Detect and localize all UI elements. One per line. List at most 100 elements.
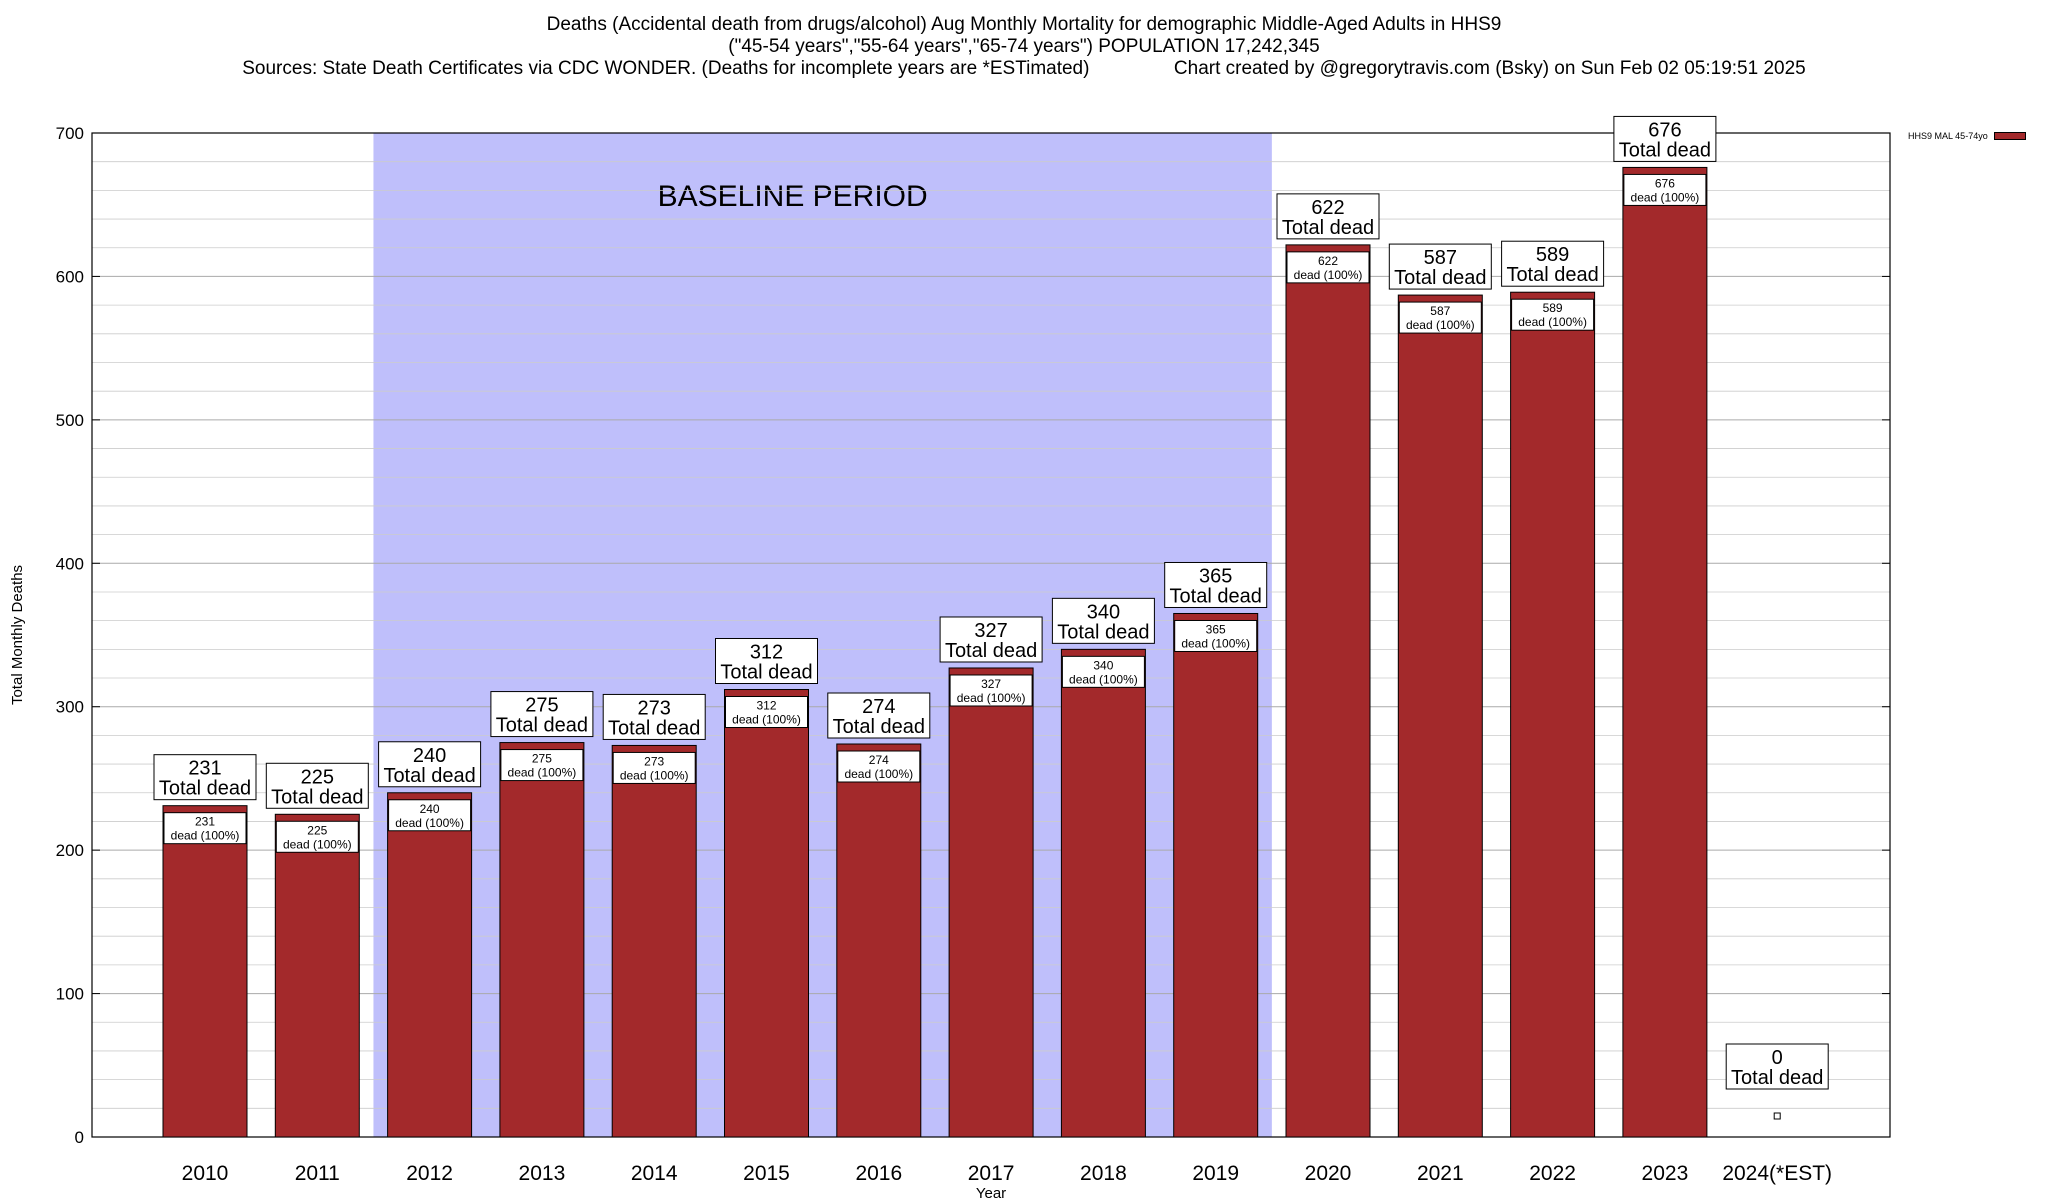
inner-percent-label: dead (100%) (508, 766, 577, 780)
total-label-box (939, 616, 1043, 663)
total-text-label: Total dead (1619, 139, 1711, 161)
bar (162, 805, 248, 1138)
x-axis-label: Year (976, 1185, 1006, 1200)
y-tick-label: 400 (56, 554, 84, 573)
inner-percent-label: dead (100%) (171, 829, 240, 843)
x-tick-label: 2018 (1080, 1162, 1127, 1185)
total-value-label: 589 (1536, 244, 1569, 266)
x-tick-label: 2011 (295, 1162, 340, 1185)
total-text-label: Total dead (159, 778, 251, 800)
total-label-box (1725, 1043, 1829, 1090)
chart-title: Deaths (Accidental death from drugs/alco… (0, 14, 2048, 80)
bar (499, 742, 585, 1138)
baseline-annotation: BASELINE PERIOD (658, 180, 928, 213)
total-value-label: 327 (974, 620, 1007, 642)
title-line-2: ("45-54 years","55-64 years","65-74 year… (728, 36, 1320, 57)
y-tick-label: 0 (75, 1128, 84, 1147)
inner-value-label: 676 (1655, 176, 1675, 190)
inner-label-box (1061, 655, 1145, 688)
total-text-label: Total dead (608, 717, 700, 739)
total-value-label: 274 (862, 696, 895, 718)
bar (1173, 612, 1259, 1138)
inner-value-label: 340 (1093, 658, 1113, 672)
total-label-box (715, 638, 818, 685)
inner-label-box (1511, 298, 1595, 331)
x-tick-label: 2019 (1192, 1162, 1239, 1185)
total-text-label: Total dead (1506, 264, 1598, 286)
inner-value-label: 587 (1430, 304, 1450, 318)
total-value-label: 340 (1087, 601, 1120, 623)
inner-value-label: 589 (1543, 301, 1563, 315)
inner-label-box (612, 751, 696, 784)
title-line-1: Deaths (Accidental death from drugs/alco… (546, 14, 1502, 35)
total-text-label: Total dead (833, 716, 925, 738)
inner-value-label: 274 (869, 753, 889, 767)
total-value-label: 0 (1772, 1047, 1783, 1069)
title-line-3: Sources: State Death Certificates via CD… (242, 58, 1806, 79)
total-text-label: Total dead (1394, 267, 1486, 289)
bar (836, 743, 922, 1138)
inner-value-label: 225 (307, 823, 327, 837)
inner-value-label: 273 (644, 754, 664, 768)
bar (611, 744, 697, 1138)
inner-label-box (837, 750, 921, 783)
total-label-box (378, 741, 482, 788)
y-tick-label: 200 (56, 841, 84, 860)
legend-label: HHS9 MAL 45-74yo (1908, 131, 1988, 141)
x-tick-label: 2013 (519, 1162, 566, 1185)
total-label-box (1501, 240, 1605, 287)
total-text-label: Total dead (496, 715, 588, 737)
x-tick-label: 2010 (182, 1162, 229, 1185)
inner-percent-label: dead (100%) (1069, 672, 1138, 686)
inner-label-box (500, 749, 584, 782)
inner-percent-label: dead (100%) (620, 768, 689, 782)
total-text-label: Total dead (1170, 585, 1262, 607)
x-tick-label: 2020 (1305, 1162, 1352, 1185)
inner-value-label: 312 (756, 699, 776, 713)
inner-percent-label: dead (100%) (1181, 636, 1250, 650)
inner-percent-label: dead (100%) (1518, 315, 1587, 329)
total-value-label: 312 (750, 642, 783, 664)
inner-percent-label: dead (100%) (732, 713, 801, 727)
x-tick-label: 2017 (968, 1162, 1015, 1185)
total-text-label: Total dead (1282, 217, 1374, 239)
inner-label-box (1398, 301, 1482, 334)
inner-percent-label: dead (100%) (1631, 190, 1700, 204)
bar (1285, 244, 1371, 1138)
inner-value-label: 231 (195, 815, 215, 829)
inner-value-label: 327 (981, 677, 1001, 691)
total-value-label: 225 (301, 766, 334, 788)
inner-percent-label: dead (100%) (844, 767, 913, 781)
x-tick-label: 2024(*EST) (1722, 1162, 1832, 1185)
total-label-box (1164, 561, 1268, 608)
legend-swatch (1993, 132, 2026, 140)
y-axis-label: Total Monthly Deaths (9, 565, 26, 705)
y-tick-label: 300 (56, 698, 84, 717)
total-label-box (153, 754, 257, 801)
x-tick-label: 2016 (855, 1162, 902, 1185)
y-tick-label: 100 (56, 985, 84, 1004)
inner-label-box (163, 812, 247, 845)
inner-label-box (949, 674, 1033, 707)
total-text-label: Total dead (1057, 621, 1149, 643)
total-label-box (1388, 243, 1492, 290)
total-label-box (265, 762, 369, 809)
total-value-label: 231 (188, 758, 221, 780)
x-tick-label: 2014 (631, 1162, 678, 1185)
total-value-label: 587 (1424, 247, 1457, 269)
inner-value-label: 240 (420, 802, 440, 816)
total-text-label: Total dead (945, 640, 1037, 662)
total-value-label: 622 (1311, 197, 1344, 219)
total-text-label: Total dead (271, 786, 363, 808)
y-tick-label: 700 (56, 124, 84, 143)
total-value-label: 275 (525, 695, 558, 717)
bar (1622, 166, 1708, 1138)
bar (387, 792, 473, 1138)
bar (948, 667, 1034, 1138)
inner-value-label: 365 (1206, 622, 1226, 636)
bar (274, 813, 360, 1138)
total-text-label: Total dead (1731, 1067, 1823, 1089)
inner-label-box (388, 799, 472, 832)
total-value-label: 273 (638, 697, 671, 719)
